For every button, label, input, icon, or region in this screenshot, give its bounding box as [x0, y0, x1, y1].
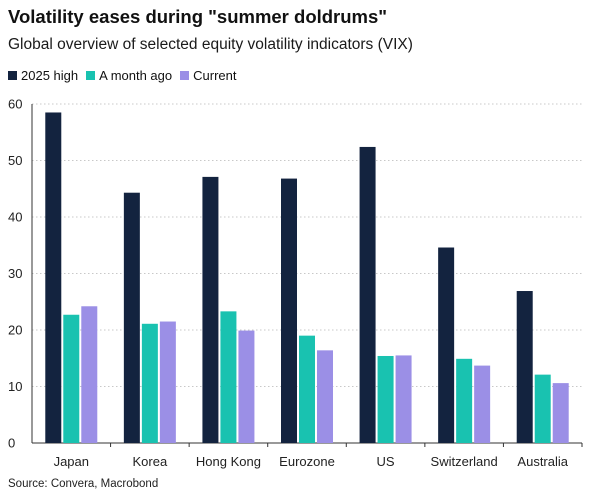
bar — [238, 330, 255, 443]
bar — [456, 358, 473, 443]
bar — [123, 192, 140, 443]
bar — [281, 178, 297, 443]
bar — [63, 314, 80, 443]
bar — [474, 365, 491, 443]
category-label: Australia — [517, 454, 568, 469]
category-label: Japan — [54, 454, 89, 469]
y-tick-label: 40 — [8, 210, 22, 225]
y-tick-label: 0 — [8, 436, 15, 451]
bar — [202, 176, 219, 443]
bar — [220, 311, 237, 443]
category-label: US — [377, 454, 395, 469]
category-label: Korea — [133, 454, 168, 469]
source-note: Source: Convera, Macrobond — [8, 478, 159, 490]
bar — [159, 321, 176, 443]
category-label: Hong Kong — [196, 454, 261, 469]
y-tick-label: 60 — [8, 97, 22, 112]
legend-swatch-month-ago — [86, 71, 96, 80]
legend-item-current: Current — [180, 68, 236, 83]
y-tick-label: 10 — [8, 379, 22, 394]
bar — [359, 146, 376, 443]
category-label: Switzerland — [431, 454, 498, 469]
legend-label-current: Current — [193, 68, 237, 83]
legend-item-2025-high: 2025 high — [8, 68, 78, 83]
bar — [141, 323, 158, 443]
bar — [534, 374, 551, 443]
chart-subtitle: Global overview of selected equity volat… — [8, 36, 413, 53]
bar — [516, 291, 533, 443]
legend-swatch-2025-high — [8, 71, 17, 80]
legend-label-2025-high: 2025 high — [21, 68, 79, 83]
bar — [395, 355, 412, 443]
legend-item-month-ago: A month ago — [86, 68, 172, 83]
y-tick-label: 50 — [8, 153, 22, 168]
chart-title: Volatility eases during "summer doldrums… — [8, 6, 388, 27]
bar — [377, 355, 394, 443]
category-label: Eurozone — [279, 454, 335, 469]
legend-label-month-ago: A month ago — [99, 68, 173, 83]
y-tick-label: 20 — [8, 323, 22, 338]
bar — [81, 306, 98, 443]
bar — [317, 350, 333, 443]
legend: 2025 high A month ago Current — [8, 68, 244, 83]
y-tick-label: 30 — [8, 266, 22, 281]
bar — [552, 383, 569, 443]
bar — [299, 335, 315, 443]
legend-swatch-current — [180, 71, 190, 80]
bar — [45, 112, 62, 443]
bar — [438, 247, 455, 443]
